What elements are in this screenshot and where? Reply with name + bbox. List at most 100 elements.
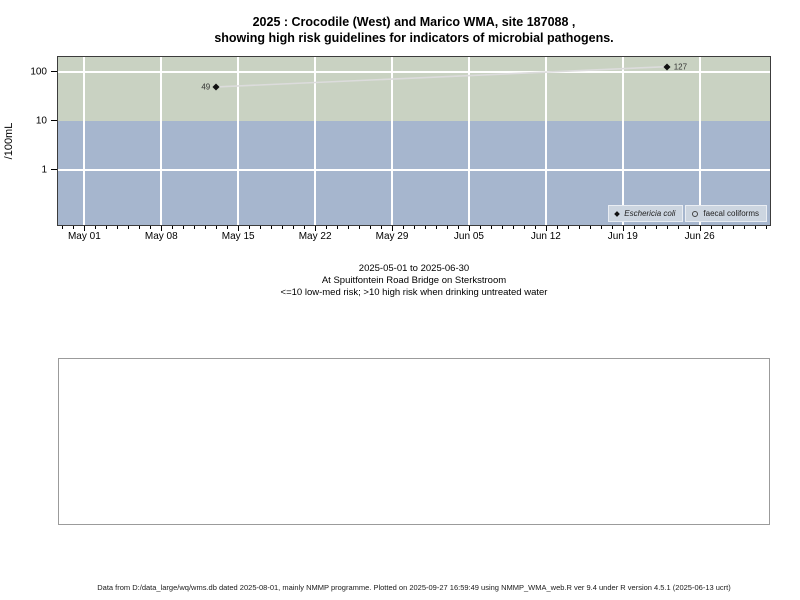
x-tick-label: May 01 <box>67 231 101 242</box>
vertical-gridline <box>698 57 701 225</box>
x-minor-tick <box>381 226 383 229</box>
data-point-label: 49 <box>201 82 211 92</box>
x-minor-tick <box>556 226 558 229</box>
x-minor-tick <box>655 226 657 229</box>
x-minor-tick <box>304 226 306 229</box>
legend-entry-eschericia-coli: Eschericia coli <box>608 205 684 222</box>
x-minor-tick <box>424 226 426 229</box>
y-tick <box>51 71 57 73</box>
x-minor-tick <box>282 226 284 229</box>
x-minor-tick <box>117 226 119 229</box>
legend-entry-faecal-coliforms: faecal coliforms <box>685 205 767 222</box>
x-minor-tick <box>128 226 130 229</box>
vertical-gridline <box>83 57 86 225</box>
data-point-label: 127 <box>673 62 688 72</box>
x-minor-tick <box>600 226 602 229</box>
y-tick <box>51 169 57 171</box>
y-tick <box>51 120 57 122</box>
vertical-gridline <box>314 57 317 225</box>
x-major-tick <box>699 226 701 231</box>
subtitle-date-range: 2025-05-01 to 2025-06-30 <box>358 263 470 274</box>
x-minor-tick <box>578 226 580 229</box>
x-minor-tick <box>666 226 668 229</box>
x-minor-tick <box>150 226 152 229</box>
series-line-eschericia-coli <box>216 65 667 88</box>
x-minor-tick <box>95 226 97 229</box>
x-tick-label: May 15 <box>221 231 255 242</box>
x-minor-tick <box>633 226 635 229</box>
x-tick-label: Jun 19 <box>607 231 638 242</box>
x-minor-tick <box>710 226 712 229</box>
x-minor-tick <box>501 226 503 229</box>
vertical-gridline <box>467 57 470 225</box>
x-minor-tick <box>359 226 361 229</box>
x-minor-tick <box>435 226 437 229</box>
x-minor-tick <box>73 226 75 229</box>
x-minor-tick <box>732 226 734 229</box>
subtitle-location: At Spuitfontein Road Bridge on Sterkstro… <box>321 275 507 286</box>
x-minor-tick <box>139 226 141 229</box>
footer-provenance-text: Data from D:/data_large/wq/wms.db dated … <box>97 583 731 592</box>
x-tick-label: May 29 <box>375 231 409 242</box>
x-minor-tick <box>743 226 745 229</box>
x-minor-tick <box>644 226 646 229</box>
x-tick-label: Jun 05 <box>453 231 484 242</box>
x-major-tick <box>392 226 394 231</box>
legend-label: Eschericia coli <box>624 209 676 218</box>
x-minor-tick <box>293 226 295 229</box>
x-minor-tick <box>765 226 767 229</box>
x-minor-tick <box>754 226 756 229</box>
empty-panel <box>58 358 770 525</box>
series-lines <box>216 65 667 88</box>
x-major-tick <box>161 226 163 231</box>
chart-title-line1: 2025 : Crocodile (West) and Marico WMA, … <box>252 15 576 29</box>
x-minor-tick <box>348 226 350 229</box>
y-tick-label: 1 <box>41 164 47 176</box>
y-tick-label: 100 <box>30 66 47 78</box>
plot-area: 49 127 Eschericia coli faecal coliforms <box>57 56 771 226</box>
x-minor-tick <box>106 226 108 229</box>
vertical-gridline <box>237 57 240 225</box>
y-tick-label: 10 <box>35 115 47 127</box>
vertical-gridline <box>391 57 394 225</box>
x-minor-tick <box>249 226 251 229</box>
x-major-tick <box>468 226 470 231</box>
x-minor-tick <box>479 226 481 229</box>
x-minor-tick <box>62 226 64 229</box>
x-minor-tick <box>260 226 262 229</box>
x-minor-tick <box>227 226 229 229</box>
vertical-gridline <box>621 57 624 225</box>
x-minor-tick <box>611 226 613 229</box>
horizontal-gridline <box>58 71 770 73</box>
open-circle-icon <box>692 210 699 217</box>
chart-title-line2: showing high risk guidelines for indicat… <box>214 31 614 45</box>
x-minor-tick <box>446 226 448 229</box>
x-minor-tick <box>326 226 328 229</box>
x-minor-tick <box>337 226 339 229</box>
x-minor-tick <box>403 226 404 229</box>
x-minor-tick <box>534 226 536 229</box>
x-minor-tick <box>721 226 723 229</box>
x-minor-tick <box>688 226 690 229</box>
legend: Eschericia coli faecal coliforms <box>608 205 767 222</box>
chart-subtitle: 2025-05-01 to 2025-06-30 At Spuitfontein… <box>58 263 770 299</box>
x-minor-tick <box>523 226 525 229</box>
x-minor-tick <box>512 226 514 229</box>
x-major-tick <box>84 226 86 231</box>
filled-diamond-icon <box>614 210 621 217</box>
x-minor-tick <box>205 226 207 229</box>
x-tick-label: Jun 12 <box>530 231 561 242</box>
subtitle-risk-note: <=10 low-med risk; >10 high risk when dr… <box>280 287 548 298</box>
x-minor-tick <box>677 226 679 229</box>
x-minor-tick <box>216 226 218 229</box>
vertical-gridline <box>160 57 163 225</box>
x-minor-tick <box>567 226 569 229</box>
x-major-tick <box>315 226 317 231</box>
x-minor-tick <box>172 226 174 229</box>
x-minor-tick <box>370 226 372 229</box>
x-major-tick <box>545 226 547 231</box>
y-axis-label: /100mL <box>3 122 15 160</box>
x-minor-tick <box>414 226 415 229</box>
vertical-gridline <box>544 57 547 225</box>
x-minor-tick <box>194 226 196 229</box>
